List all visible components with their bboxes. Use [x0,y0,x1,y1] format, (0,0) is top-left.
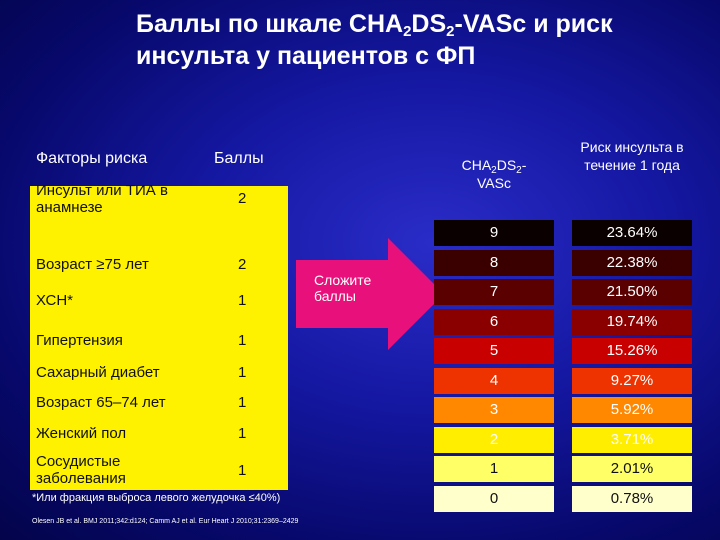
factor-points: 1 [238,364,247,381]
factor-label: Возраст 65–74 лет [36,394,166,411]
risk-factors-panel [30,186,288,490]
title-line-2: инсульта у пациентов с ФП [136,42,476,70]
factor-label: ХСН* [36,292,74,309]
factor-points: 2 [238,256,247,273]
score-cell: 0 [434,486,554,512]
slide-title: Баллы по шкале CHA2DS2-VASc и риск инсул… [136,8,716,72]
risk-cell: 0.78% [572,486,692,512]
risk-cell: 5.92% [572,397,692,423]
header-points: Баллы [214,150,264,167]
factor-label: Возраст ≥75 лет [36,256,149,273]
header-risk-factors: Факторы риска [36,150,148,167]
risk-cell: 21.50% [572,279,692,305]
score-cell: 7 [434,279,554,305]
factor-points: 1 [238,332,247,349]
factor-points: 2 [238,190,247,207]
references: Olesen JB et al. BMJ 2011;342:d124; Camm… [32,518,299,525]
score-cell: 8 [434,250,554,276]
risk-cell: 22.38% [572,250,692,276]
arrow-label: Сложите баллы [314,272,372,304]
factor-label: Женский пол [36,425,127,442]
sum-arrow-icon [296,238,444,350]
risk-cell: 2.01% [572,456,692,482]
score-cell: 4 [434,368,554,394]
factor-label: Сосудистые заболевания [36,453,126,487]
risk-cell: 15.26% [572,338,692,364]
factor-points: 1 [238,462,247,479]
factor-label: Гипертензия [36,332,123,349]
factor-points: 1 [238,394,247,411]
score-cell: 9 [434,220,554,246]
header-score: CHA2DS2- VASc [461,157,527,191]
header-stroke-risk: Риск инсульта в течение 1 года [580,139,684,173]
factor-points: 1 [238,292,247,309]
factor-points: 1 [238,425,247,442]
score-cell: 2 [434,427,554,453]
risk-cell: 23.64% [572,220,692,246]
title-line-1: Баллы по шкале CHA2DS2-VASc и риск [136,10,613,40]
risk-cell: 19.74% [572,309,692,335]
factor-label: Инсульт или ТИА в анамнезе [36,182,168,216]
score-cell: 1 [434,456,554,482]
score-cell: 6 [434,309,554,335]
factor-label: Сахарный диабет [36,364,160,381]
risk-cell: 3.71% [572,427,692,453]
score-cell: 5 [434,338,554,364]
footnote: *Или фракция выброса левого желудочка ≤4… [32,492,281,504]
risk-cell: 9.27% [572,368,692,394]
score-cell: 3 [434,397,554,423]
